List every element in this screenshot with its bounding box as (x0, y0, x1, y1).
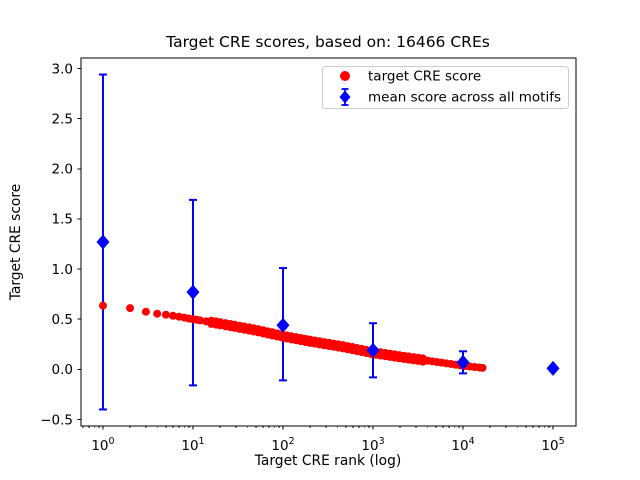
y-tick-label: 1.5 (52, 212, 73, 228)
scatter-point (141, 307, 150, 316)
y-tick-label: −0.5 (40, 412, 73, 428)
y-tick-label: 0.0 (52, 362, 73, 378)
x-axis-label: Target CRE rank (log) (254, 453, 401, 469)
legend-label-target: target CRE score (368, 69, 481, 85)
scatter-point (478, 363, 487, 372)
x-tick-label: 100 (91, 436, 114, 454)
plot-frame (80, 57, 577, 427)
scatter-point (161, 310, 170, 319)
legend-box (322, 66, 569, 109)
mean-diamond (96, 234, 110, 250)
mean-diamond (546, 360, 560, 376)
y-tick-label: 1.0 (52, 262, 73, 278)
target-score-series (98, 301, 487, 372)
x-tick-label: 104 (451, 436, 474, 454)
y-tick-label: 2.5 (52, 111, 73, 127)
x-tick-label: 101 (181, 436, 204, 454)
scatter-point (153, 309, 162, 318)
legend-label-mean: mean score across all motifs (368, 90, 561, 106)
scatter-point (196, 316, 205, 325)
x-tick-label: 102 (271, 436, 294, 454)
y-tick-label: 2.0 (52, 162, 73, 178)
x-tick-label: 103 (361, 436, 384, 454)
axes-frame (80, 57, 577, 427)
scatter-point (169, 311, 178, 320)
scatter-point (126, 304, 135, 313)
mean-diamond (276, 317, 290, 333)
mean-diamond (456, 354, 470, 370)
y-axis-label: Target CRE score (8, 184, 24, 301)
y-tick-label: 3.0 (52, 61, 73, 77)
y-tick-label: 0.5 (52, 312, 73, 328)
mean-score-markers (96, 234, 560, 376)
axis-ticks: −0.5 0.0 0.5 1.0 1.5 2.0 2.5 3.0 100 101 102 103 104… (40, 61, 564, 454)
mean-diamond (186, 284, 200, 300)
legend-marker-circle (340, 71, 350, 81)
mean-diamond (366, 342, 380, 358)
x-tick-label: 105 (541, 436, 564, 454)
legend: target CRE score mean score across all m… (322, 66, 569, 109)
scatter-point (98, 301, 107, 310)
chart-title: Target CRE scores, based on: 16466 CREs (165, 33, 490, 51)
legend-marker-diamond (339, 88, 351, 106)
